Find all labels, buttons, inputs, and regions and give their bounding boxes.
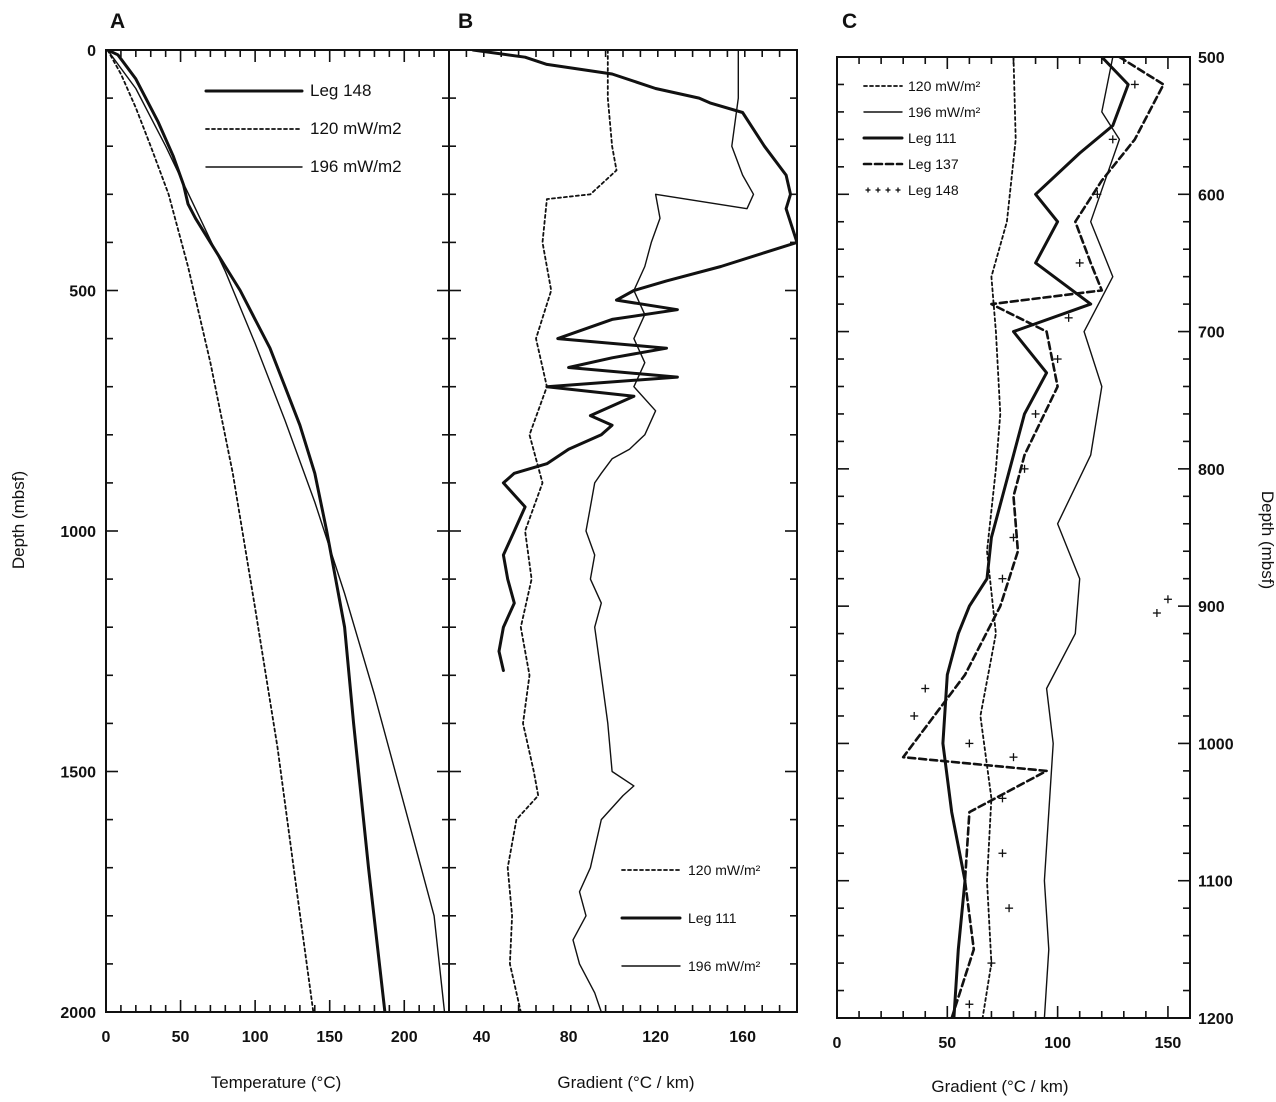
legend-label: 120 mW/m2 — [310, 119, 402, 138]
legend-label: 120 mW/m² — [688, 862, 761, 878]
x-tick-label: 0 — [833, 1035, 842, 1052]
y-tick-label: 2000 — [60, 1005, 96, 1022]
legend-item: Leg 111 — [620, 910, 737, 926]
series-point — [1053, 355, 1062, 364]
y-tick-label: 700 — [1198, 325, 1225, 342]
legend-item: 120 mW/m² — [863, 78, 981, 94]
series-point — [998, 794, 1007, 803]
series-point — [965, 739, 974, 748]
legend-item: Leg 148 — [865, 182, 959, 198]
legend-item: Leg 137 — [862, 156, 959, 172]
y-tick-label: 1000 — [1198, 736, 1234, 753]
series-leg-111 — [941, 57, 1130, 1018]
y-tick-label: 1200 — [1198, 1011, 1234, 1028]
y-tick-label: 500 — [69, 284, 96, 301]
legend: 120 mW/m² Leg 111 196 mW/m² — [620, 862, 761, 974]
series-120-mw-m — [506, 50, 618, 1012]
panel-a: A0 50 100 150 2000500100015002000Temperature… — [9, 10, 450, 1092]
series-196-mw-m2 — [106, 50, 446, 1012]
legend-label: 196 mW/m² — [908, 104, 981, 120]
series-leg-148 — [910, 80, 1172, 1009]
x-tick-label: 150 — [1155, 1035, 1182, 1052]
series-point — [1163, 595, 1172, 604]
y-tick-label: 1100 — [1198, 874, 1233, 891]
legend-label: 196 mW/m2 — [310, 157, 402, 176]
x-tick-label: 120 — [642, 1029, 669, 1046]
series-leg-148 — [106, 50, 387, 1012]
y-tick-label: 1000 — [60, 524, 96, 541]
y-tick-label: 900 — [1198, 599, 1225, 616]
panel-label: A — [110, 10, 125, 33]
series-point — [1130, 80, 1139, 89]
series-point — [1009, 533, 1018, 542]
series-point — [1108, 135, 1117, 144]
legend-item: 196 mW/m² — [621, 958, 761, 974]
x-tick-label: 50 — [938, 1035, 956, 1052]
legend-item: Leg 111 — [862, 130, 957, 146]
series-leg-111 — [471, 50, 797, 672]
series-point — [998, 849, 1007, 858]
series-point — [965, 1000, 974, 1009]
series-point — [1152, 609, 1161, 618]
legend-label: Leg 137 — [908, 156, 959, 172]
x-axis-title: Gradient (°C / km) — [557, 1073, 694, 1092]
plot-frame — [105, 49, 450, 1013]
y-axis-title: Depth (mbsf) — [1258, 491, 1276, 589]
x-axis-title: Temperature (°C) — [211, 1073, 342, 1092]
legend-label: 196 mW/m² — [688, 958, 761, 974]
series-196-mw-m — [572, 50, 755, 1012]
x-tick-label: 80 — [560, 1029, 578, 1046]
x-tick-label: 100 — [242, 1029, 269, 1046]
series-point — [1020, 464, 1029, 473]
series-point — [1009, 753, 1018, 762]
panel-label: B — [458, 10, 473, 33]
y-tick-label: 1500 — [60, 765, 96, 782]
series-point — [910, 711, 919, 720]
x-tick-label: 50 — [172, 1029, 190, 1046]
x-axis-title: Gradient (°C / km) — [931, 1077, 1068, 1096]
series-point — [1075, 258, 1084, 267]
series-point — [987, 959, 996, 968]
legend: Leg 148 120 mW/m2 196 mW/m2 — [204, 81, 402, 176]
legend-label: Leg 148 — [310, 81, 371, 100]
legend-label: 120 mW/m² — [908, 78, 981, 94]
x-tick-label: 160 — [729, 1029, 756, 1046]
series-point — [1064, 313, 1073, 322]
x-tick-label: 150 — [316, 1029, 343, 1046]
y-tick-label: 500 — [1198, 50, 1225, 67]
series-point — [921, 684, 930, 693]
y-tick-label: 800 — [1198, 462, 1225, 479]
legend-item: 120 mW/m² — [621, 862, 761, 878]
legend-item: 120 mW/m2 — [205, 119, 402, 138]
legend-item: 196 mW/m² — [863, 104, 981, 120]
series-point — [998, 574, 1007, 583]
legend-item: Leg 148 — [204, 81, 371, 100]
panel-label: C — [842, 10, 857, 33]
x-tick-label: 200 — [391, 1029, 418, 1046]
series-leg-137 — [901, 57, 1165, 1018]
x-tick-label: 100 — [1044, 1035, 1071, 1052]
y-axis-title: Depth (mbsf) — [9, 471, 28, 569]
legend: 120 mW/m² 196 mW/m² Leg 111 Leg 137 Leg 148 — [862, 78, 981, 198]
series-196-mw-m — [1043, 57, 1121, 1018]
series-point — [1005, 904, 1014, 913]
series-point — [1093, 190, 1102, 199]
series-point — [1031, 409, 1040, 418]
x-tick-label: 40 — [473, 1029, 491, 1046]
panel-b: B 40 80 120 160 Gradient (°C / km) 120 mW/m² Le… — [448, 10, 798, 1092]
series-120-mw-m — [979, 57, 1017, 1018]
legend-label: Leg 111 — [688, 910, 737, 926]
panel-c: C 0 50 100 150 500 600 700 800 900 1000 1100 1200 Gra… — [833, 10, 1276, 1096]
series-120-mw-m2 — [106, 50, 315, 1012]
y-tick-label: 600 — [1198, 187, 1225, 204]
legend-label: Leg 148 — [908, 182, 959, 198]
x-tick-label: 0 — [102, 1029, 111, 1046]
legend-label: Leg 111 — [908, 130, 957, 146]
y-tick-label: 0 — [87, 43, 96, 60]
legend-item: 196 mW/m2 — [205, 157, 402, 176]
